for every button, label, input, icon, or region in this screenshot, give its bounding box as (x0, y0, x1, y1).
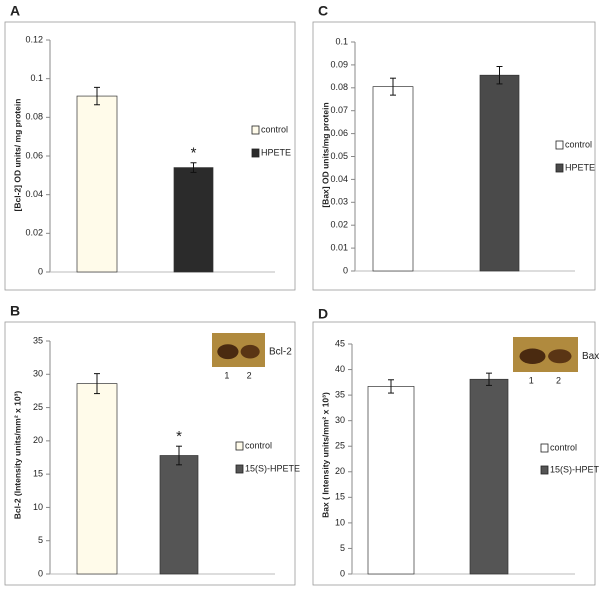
y-tick-label: 5 (38, 535, 43, 545)
y-tick-label: 0.04 (25, 189, 43, 199)
y-tick-label: 0.07 (330, 105, 348, 115)
bar (367, 386, 415, 575)
panel-label: D (318, 306, 328, 322)
y-tick-label: 35 (335, 389, 345, 399)
y-tick-label: 40 (335, 364, 345, 374)
y-tick-label: 45 (335, 338, 345, 348)
legend-swatch (251, 148, 260, 158)
legend-label: 15(S)-HPETE (550, 464, 599, 474)
significance-mark: * (191, 145, 197, 162)
legend-swatch (555, 163, 564, 173)
panel-label: A (10, 3, 20, 19)
lane-label: 1 (529, 375, 534, 385)
panel-frame (312, 21, 596, 291)
bar (159, 455, 199, 575)
y-axis-label: Bax ( Intensity units/mm² x 10³) (320, 392, 330, 518)
panel-label: B (10, 303, 20, 319)
error-bar (486, 372, 492, 386)
significance-mark: * (176, 428, 182, 445)
error-bar (388, 379, 394, 394)
y-tick-label: 15 (335, 492, 345, 502)
blot-label: Bax (582, 351, 599, 362)
y-tick-label: 0.04 (330, 174, 348, 184)
y-tick-label: 0 (38, 568, 43, 578)
bar (173, 167, 214, 273)
legend-label: control (245, 440, 272, 450)
lane-label: 2 (556, 375, 561, 385)
y-tick-label: 20 (335, 466, 345, 476)
legend-label: HPETE (565, 162, 595, 172)
y-tick-label: 0.06 (330, 128, 348, 138)
error-bar (94, 86, 100, 106)
error-bar (390, 77, 396, 96)
y-tick-label: 35 (33, 335, 43, 345)
y-tick-label: 30 (335, 415, 345, 425)
y-tick-label: 0.03 (330, 197, 348, 207)
blot-band (548, 349, 572, 364)
y-axis-label: [Bcl-2] OD units/ mg protein (12, 99, 22, 212)
legend-swatch (251, 125, 260, 135)
y-tick-label: 5 (340, 543, 345, 553)
bar (76, 383, 118, 575)
y-tick-label: 0.09 (330, 59, 348, 69)
lane-label: 2 (247, 370, 252, 380)
y-tick-label: 0 (340, 568, 345, 578)
y-tick-label: 0.05 (330, 151, 348, 161)
blot-band (519, 348, 546, 364)
y-tick-label: 15 (33, 469, 43, 479)
y-tick-label: 0.08 (330, 82, 348, 92)
y-tick-label: 25 (33, 402, 43, 412)
y-tick-label: 0.08 (25, 112, 43, 122)
y-tick-label: 10 (33, 502, 43, 512)
y-tick-label: 0.02 (25, 228, 43, 238)
panel-label: C (318, 3, 328, 19)
panel-frame (4, 21, 296, 291)
y-tick-label: 0.1 (335, 36, 348, 46)
y-tick-label: 0 (343, 265, 348, 275)
legend-swatch (235, 464, 244, 474)
y-tick-label: 0.12 (25, 34, 43, 44)
legend-label: control (261, 124, 288, 134)
blot-label: Bcl-2 (269, 346, 292, 357)
bar (479, 74, 520, 272)
legend-label: control (550, 442, 577, 452)
bar (469, 378, 509, 575)
y-tick-label: 10 (335, 517, 345, 527)
legend-swatch (540, 465, 549, 475)
error-bar (94, 373, 100, 395)
panel-frame (312, 321, 596, 586)
y-tick-label: 0.06 (25, 150, 43, 160)
bar (372, 86, 414, 272)
blot-band (217, 344, 239, 360)
y-tick-label: 0.01 (330, 242, 348, 252)
error-bar (190, 162, 197, 173)
panel-frame (4, 321, 296, 586)
error-bar (496, 66, 503, 85)
y-axis-label: Bcl-2 (Intensity units/mm² x 10³) (12, 391, 22, 520)
blot-band (240, 344, 260, 359)
legend-label: control (565, 139, 592, 149)
legend-swatch (540, 443, 549, 453)
legend-label: 15(S)-HPETE (245, 463, 300, 473)
error-bar (176, 445, 182, 466)
legend-label: HPETE (261, 147, 291, 157)
legend-swatch (235, 441, 244, 451)
y-tick-label: 0 (38, 266, 43, 276)
y-tick-label: 0.02 (330, 220, 348, 230)
y-axis-label: [Bax] OD units/mg protein (320, 102, 330, 207)
y-tick-label: 30 (33, 369, 43, 379)
bar (76, 95, 118, 273)
y-tick-label: 0.1 (30, 73, 43, 83)
legend-swatch (555, 140, 564, 150)
y-tick-label: 20 (33, 435, 43, 445)
lane-label: 1 (224, 370, 229, 380)
y-tick-label: 25 (335, 441, 345, 451)
